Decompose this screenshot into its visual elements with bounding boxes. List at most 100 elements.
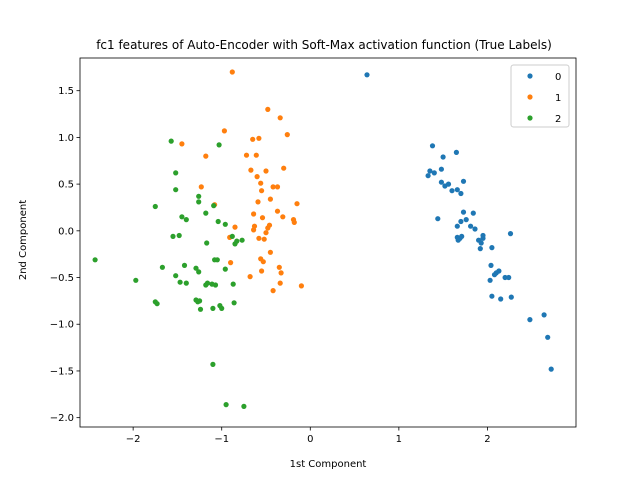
- data-point: [478, 240, 484, 246]
- data-point: [154, 301, 160, 307]
- x-tick-label: 2: [484, 434, 490, 445]
- data-point: [440, 154, 446, 160]
- x-tick-label: 1: [396, 434, 402, 445]
- legend-marker: [527, 115, 533, 121]
- data-point: [251, 211, 257, 217]
- data-point: [229, 69, 235, 75]
- data-point: [458, 218, 464, 225]
- chart-title: fc1 features of Auto-Encoder with Soft-M…: [96, 38, 552, 52]
- data-point: [221, 128, 227, 134]
- data-point: [195, 299, 201, 305]
- data-point: [472, 226, 478, 232]
- data-point: [259, 215, 266, 221]
- data-point: [468, 223, 474, 229]
- data-point: [255, 199, 261, 205]
- data-point: [179, 141, 185, 147]
- data-point: [487, 277, 493, 283]
- data-points: [92, 69, 554, 409]
- data-point: [459, 233, 465, 239]
- data-point: [489, 293, 495, 299]
- data-point: [203, 282, 209, 288]
- data-point: [506, 274, 512, 281]
- data-point: [159, 264, 165, 270]
- data-point: [277, 280, 283, 286]
- data-point: [168, 138, 174, 144]
- data-point: [232, 224, 238, 230]
- data-point: [215, 218, 221, 225]
- data-point: [267, 196, 273, 202]
- y-tick-label: 0.5: [58, 180, 74, 191]
- x-tick-label: −2: [126, 434, 141, 445]
- data-point: [222, 266, 228, 272]
- data-point: [253, 152, 259, 158]
- data-point: [263, 168, 269, 174]
- data-point: [210, 361, 216, 367]
- data-point: [256, 235, 262, 241]
- data-point: [193, 265, 199, 271]
- data-point: [177, 279, 183, 285]
- data-point: [170, 233, 176, 239]
- data-point: [270, 184, 276, 190]
- legend-label: 0: [555, 72, 561, 83]
- data-point: [454, 223, 460, 229]
- data-point: [181, 262, 188, 268]
- axes: −2 −1 0 1 2 −2.0 −1.5 −1.0 −0.5 0.0 0.5 1.0 1.5: [50, 57, 577, 445]
- data-point: [263, 230, 269, 236]
- data-point: [229, 233, 235, 239]
- data-point: [455, 237, 461, 243]
- y-tick-label: −1.5: [50, 366, 74, 377]
- data-point: [228, 260, 234, 266]
- data-point: [248, 167, 254, 173]
- data-point: [284, 132, 290, 138]
- plot-background: [80, 58, 576, 427]
- legend-label: 1: [555, 93, 561, 104]
- plot-area: [80, 58, 576, 427]
- data-point: [203, 153, 209, 159]
- x-axis-label: 1st Component: [290, 459, 367, 470]
- data-point: [435, 216, 441, 222]
- y-tick-label: 1.5: [58, 86, 74, 97]
- y-tick-label: 0.0: [58, 226, 74, 237]
- data-point: [232, 241, 238, 247]
- data-point: [210, 305, 216, 311]
- data-point: [427, 168, 433, 174]
- data-point: [196, 199, 202, 205]
- data-point: [196, 269, 202, 275]
- data-point: [429, 143, 436, 149]
- axes-frame: [79, 57, 577, 428]
- y-axis-label: 2nd Component: [18, 200, 29, 280]
- data-point: [204, 240, 210, 246]
- data-point: [438, 166, 444, 172]
- data-point: [438, 179, 444, 185]
- data-point: [449, 188, 455, 194]
- data-point: [454, 187, 460, 193]
- data-point: [265, 106, 271, 112]
- data-point: [259, 268, 265, 274]
- x-tick-label: 0: [307, 434, 313, 445]
- data-point: [216, 142, 222, 148]
- data-point: [453, 149, 459, 155]
- y-tick-label: −1.0: [50, 320, 74, 331]
- data-point: [274, 208, 281, 214]
- legend-marker: [527, 73, 533, 79]
- data-point: [545, 334, 551, 340]
- data-point: [173, 170, 179, 176]
- data-point: [477, 246, 483, 252]
- legend-label: 2: [555, 114, 561, 125]
- data-point: [203, 210, 209, 216]
- data-point: [223, 402, 229, 408]
- data-point: [258, 180, 264, 186]
- data-point: [267, 249, 273, 255]
- data-point: [280, 214, 286, 220]
- data-point: [541, 312, 547, 318]
- data-point: [197, 306, 204, 312]
- data-point: [489, 245, 495, 251]
- x-tick-label: −1: [214, 434, 229, 445]
- data-point: [265, 225, 271, 231]
- data-point: [281, 165, 287, 171]
- data-point: [507, 231, 514, 237]
- data-point: [496, 268, 502, 274]
- series-2: [92, 138, 247, 409]
- data-point: [274, 184, 281, 190]
